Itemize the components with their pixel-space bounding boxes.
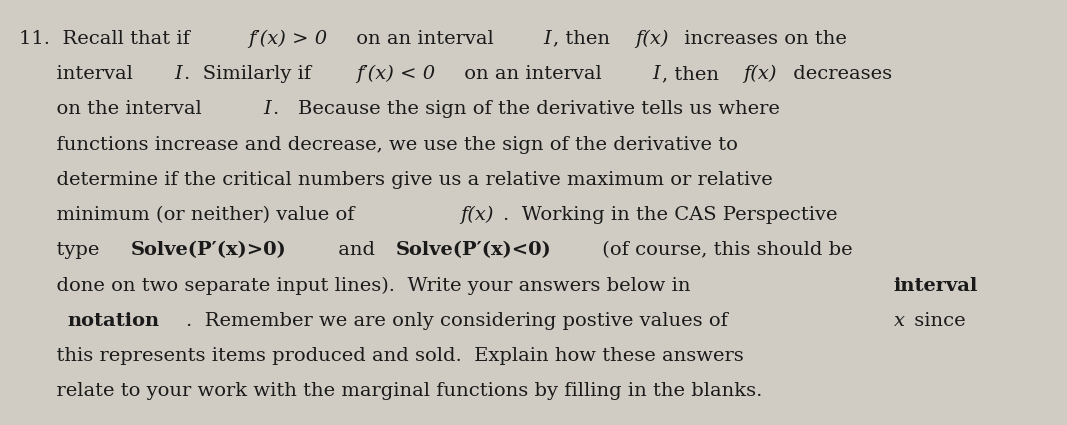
Text: functions increase and decrease, we use the sign of the derivative to: functions increase and decrease, we use … xyxy=(19,136,738,153)
Text: f(x): f(x) xyxy=(744,65,777,83)
Text: , then: , then xyxy=(662,65,726,83)
Text: , then: , then xyxy=(554,30,617,48)
Text: .  Working in the CAS Perspective: . Working in the CAS Perspective xyxy=(504,206,838,224)
Text: x: x xyxy=(894,312,905,330)
Text: determine if the critical numbers give us a relative maximum or relative: determine if the critical numbers give u… xyxy=(19,171,773,189)
Text: type: type xyxy=(19,241,106,259)
Text: done on two separate input lines).  Write your answers below in: done on two separate input lines). Write… xyxy=(19,277,697,295)
Text: (of course, this should be: (of course, this should be xyxy=(596,241,854,259)
Text: on an interval: on an interval xyxy=(459,65,608,83)
Text: on the interval: on the interval xyxy=(19,100,208,118)
Text: Solve(P′(x)>0): Solve(P′(x)>0) xyxy=(131,241,287,259)
Text: increases on the: increases on the xyxy=(679,30,847,48)
Text: f′(x) < 0: f′(x) < 0 xyxy=(356,65,435,83)
Text: .  Similarly if: . Similarly if xyxy=(185,65,318,83)
Text: this represents items produced and sold.  Explain how these answers: this represents items produced and sold.… xyxy=(19,347,744,365)
Text: I: I xyxy=(264,100,271,118)
Text: on an interval: on an interval xyxy=(350,30,499,48)
Text: notation: notation xyxy=(67,312,160,330)
Text: interval: interval xyxy=(894,277,978,295)
Text: f(x): f(x) xyxy=(460,206,494,224)
Text: since: since xyxy=(908,312,966,330)
Text: f′(x) > 0: f′(x) > 0 xyxy=(248,30,327,48)
Text: I: I xyxy=(174,65,182,83)
Text: I: I xyxy=(543,30,552,48)
Text: f(x): f(x) xyxy=(635,30,669,48)
Text: .  Remember we are only considering postive values of: . Remember we are only considering posti… xyxy=(187,312,734,330)
Text: Solve(P′(x)<0): Solve(P′(x)<0) xyxy=(396,241,552,259)
Text: interval: interval xyxy=(19,65,140,83)
Text: 11.  Recall that if: 11. Recall that if xyxy=(19,30,196,48)
Text: and: and xyxy=(332,241,381,259)
Text: .   Because the sign of the derivative tells us where: . Because the sign of the derivative tel… xyxy=(273,100,780,118)
Text: minimum (or neither) value of: minimum (or neither) value of xyxy=(19,206,361,224)
Text: relate to your work with the marginal functions by filling in the blanks.: relate to your work with the marginal fu… xyxy=(19,382,763,400)
Text: I: I xyxy=(652,65,659,83)
Text: decreases: decreases xyxy=(786,65,892,83)
